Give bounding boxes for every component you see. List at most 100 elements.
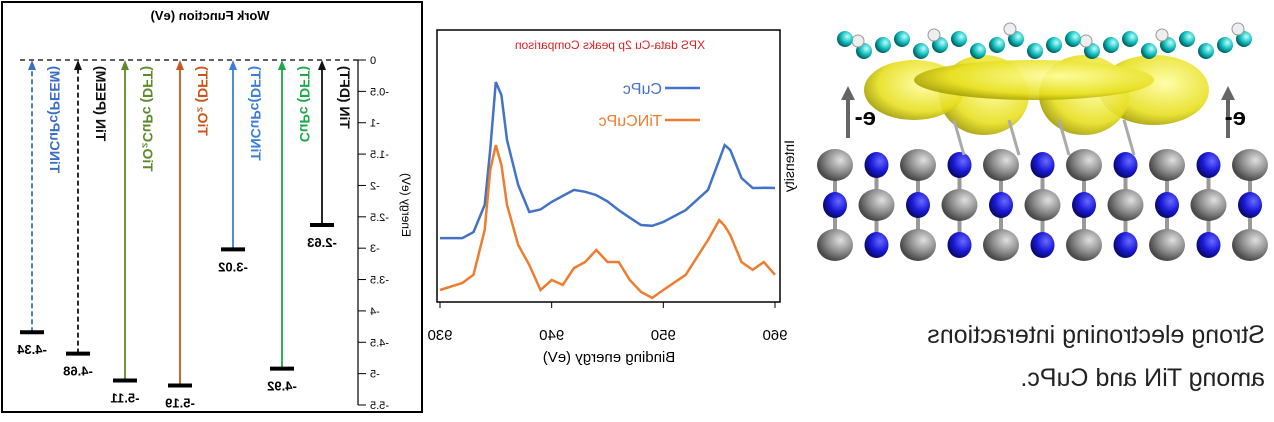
ti-atom <box>1232 229 1268 261</box>
arrow-head <box>1221 86 1235 100</box>
c-atom <box>1198 43 1214 59</box>
legend-label: CuPc <box>623 81 662 98</box>
y-tick-label: -4.5 <box>370 337 389 349</box>
n-atom <box>1155 192 1179 218</box>
value-label: -5.19 <box>165 396 195 411</box>
ti-atom <box>817 149 853 181</box>
ti-atom <box>983 149 1019 181</box>
ti-atom <box>900 229 936 261</box>
value-label: -5.11 <box>111 391 140 406</box>
n-atom <box>1113 152 1138 178</box>
ti-atom <box>1066 149 1102 181</box>
arrow-head <box>278 60 286 70</box>
value-label: -4.92 <box>267 379 297 394</box>
n-atom <box>1030 152 1055 178</box>
ti-atom <box>1149 229 1185 261</box>
c-atom <box>1065 31 1081 47</box>
y-axis-label: Intensity <box>781 140 797 192</box>
c-atom <box>1179 31 1195 47</box>
n-atom <box>1196 152 1221 178</box>
h-atom <box>1155 28 1169 42</box>
n-atom <box>864 152 889 178</box>
n-atom <box>823 192 847 218</box>
c-atom <box>875 37 891 53</box>
level-label: CuPc (DFT) <box>297 66 313 142</box>
y-tick-label: -5.5 <box>370 400 389 412</box>
level-label: TiN (DFT) <box>337 66 353 129</box>
legend-label: TiNCuPc <box>599 113 662 130</box>
ti-atom <box>941 189 978 221</box>
n-atom <box>1030 232 1055 258</box>
ti-atom <box>1107 189 1144 221</box>
n-atom <box>947 232 972 258</box>
bond <box>1007 119 1021 156</box>
caption: among TiN and CuPc. <box>1020 364 1265 392</box>
chart-title: XPS data-Cu 2p peaks Comparison <box>515 38 705 52</box>
arrow-head <box>229 60 237 70</box>
x-tick-label: 930 <box>427 327 452 344</box>
c-atom <box>1141 43 1157 59</box>
caption: Strong electroning interactions <box>927 321 1265 349</box>
y-tick-label: -0.5 <box>370 86 389 98</box>
level-label: TiN (PEEM) <box>93 66 109 141</box>
series-line <box>440 81 776 240</box>
y-tick-label: -2 <box>370 180 380 192</box>
n-atom <box>1196 232 1221 258</box>
plot-frame <box>436 29 781 303</box>
ti-atom <box>983 229 1019 261</box>
h-atom <box>1231 22 1245 36</box>
series-line <box>439 144 776 300</box>
y-tick-label: -1 <box>370 118 380 130</box>
n-atom <box>1072 192 1096 218</box>
y-tick-label: -5 <box>370 369 380 381</box>
x-tick-label: 940 <box>539 327 564 344</box>
charge-density <box>914 60 1154 100</box>
ti-atom <box>1190 189 1227 221</box>
ti-atom <box>1024 189 1061 221</box>
c-atom <box>970 43 986 59</box>
value-label: -2.63 <box>307 235 337 250</box>
arrow-head <box>74 60 82 70</box>
ti-atom <box>900 149 936 181</box>
n-atom <box>1238 192 1262 218</box>
arrow-head <box>318 60 326 70</box>
level-label: TiNCuPc(PEEM) <box>47 66 63 173</box>
arrow-head <box>28 60 36 70</box>
c-atom <box>1046 37 1062 53</box>
n-atom <box>947 152 972 178</box>
level-label: TiO₂ (DFT) <box>195 66 211 136</box>
c-atom <box>1217 37 1233 53</box>
illustration: e-e- <box>817 22 1268 261</box>
arrow-head <box>121 60 129 70</box>
ti-atom <box>1232 149 1268 181</box>
h-atom <box>927 28 941 42</box>
x-tick-label: 960 <box>762 327 787 344</box>
y-tick-label: -2.5 <box>370 212 389 224</box>
y-tick-label: -3.5 <box>370 275 389 287</box>
level-label: TiO₂CuPc (DFT) <box>140 66 156 172</box>
c-atom <box>913 43 929 59</box>
h-atom <box>1079 34 1093 48</box>
c-atom <box>989 37 1005 53</box>
value-label: -4.68 <box>63 364 93 379</box>
level-label: TiNCuPc(DFT) <box>248 66 264 161</box>
bond <box>952 119 966 156</box>
c-atom <box>894 31 910 47</box>
electron-label: e- <box>1225 104 1246 131</box>
n-atom <box>1113 232 1138 258</box>
y-tick-label: -4 <box>370 306 380 318</box>
panel-border <box>1 1 423 413</box>
h-atom <box>851 34 865 48</box>
arrow-head <box>176 60 184 70</box>
y-tick-label: 0 <box>370 55 376 67</box>
c-atom <box>1122 31 1138 47</box>
value-label: -3.02 <box>218 259 248 274</box>
x-axis-label: Binding energy (eV) <box>543 349 676 366</box>
ti-atom <box>1066 229 1102 261</box>
n-atom <box>906 192 930 218</box>
ti-atom <box>817 229 853 261</box>
chart-title: Work Function (eV) <box>151 8 270 23</box>
